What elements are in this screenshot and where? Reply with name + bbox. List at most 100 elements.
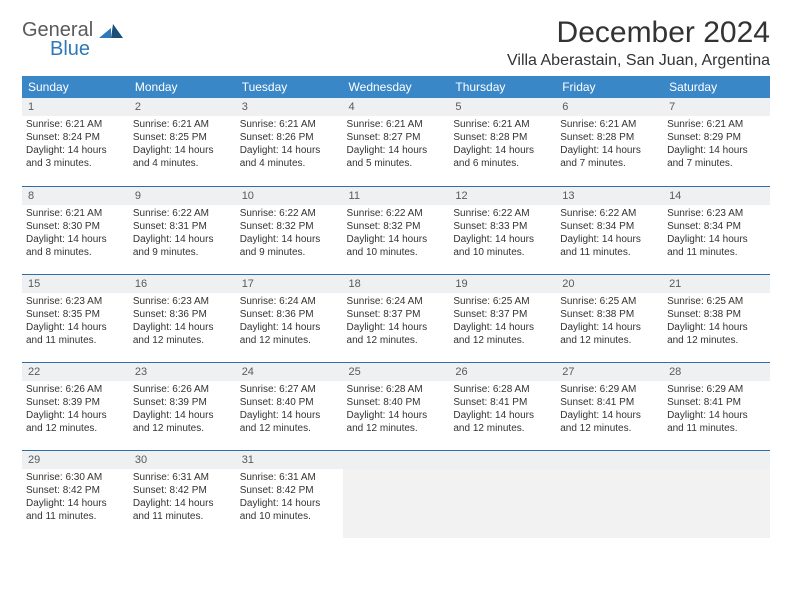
- sunset-line: Sunset: 8:34 PM: [560, 220, 659, 233]
- weekday-header: Wednesday: [343, 76, 450, 98]
- sunrise-line: Sunrise: 6:23 AM: [26, 295, 125, 308]
- sunrise-line: Sunrise: 6:21 AM: [26, 207, 125, 220]
- day-details: Sunrise: 6:23 AMSunset: 8:36 PMDaylight:…: [133, 295, 232, 347]
- sunrise-line: Sunrise: 6:21 AM: [667, 118, 766, 131]
- sunrise-line: Sunrise: 6:25 AM: [560, 295, 659, 308]
- daylight-line: Daylight: 14 hours and 7 minutes.: [667, 144, 766, 170]
- calendar-day-cell: 15Sunrise: 6:23 AMSunset: 8:35 PMDayligh…: [22, 274, 129, 362]
- sunset-line: Sunset: 8:41 PM: [453, 396, 552, 409]
- calendar-day-cell: 11Sunrise: 6:22 AMSunset: 8:32 PMDayligh…: [343, 186, 450, 274]
- day-number: 30: [129, 450, 236, 469]
- calendar-day-cell: 22 Sunrise: 6:26 AMSunset: 8:39 PMDayligh…: [22, 362, 129, 450]
- day-details: Sunrise: 6:23 AMSunset: 8:34 PMDaylight:…: [667, 207, 766, 259]
- daylight-line: Daylight: 14 hours and 9 minutes.: [240, 233, 339, 259]
- daylight-line: Daylight: 14 hours and 5 minutes.: [347, 144, 446, 170]
- sunset-line: Sunset: 8:42 PM: [133, 484, 232, 497]
- sunrise-line: Sunrise: 6:31 AM: [240, 471, 339, 484]
- day-number: 9: [129, 186, 236, 205]
- sunset-line: Sunset: 8:38 PM: [667, 308, 766, 321]
- calendar-day-cell: 18Sunrise: 6:24 AMSunset: 8:37 PMDayligh…: [343, 274, 450, 362]
- sunrise-line: Sunrise: 6:28 AM: [347, 383, 446, 396]
- sunset-line: Sunset: 8:34 PM: [667, 220, 766, 233]
- day-number: 2: [129, 98, 236, 116]
- day-details: Sunrise: 6:21 AMSunset: 8:28 PMDaylight:…: [453, 118, 552, 170]
- calendar-day-cell: 20Sunrise: 6:25 AMSunset: 8:38 PMDayligh…: [556, 274, 663, 362]
- sunset-line: Sunset: 8:37 PM: [453, 308, 552, 321]
- day-details: Sunrise: 6:22 AMSunset: 8:34 PMDaylight:…: [560, 207, 659, 259]
- calendar-day-cell: 25Sunrise: 6:28 AMSunset: 8:40 PMDayligh…: [343, 362, 450, 450]
- calendar-day-cell: 3Sunrise: 6:21 AMSunset: 8:26 PMDaylight…: [236, 98, 343, 186]
- sunrise-line: Sunrise: 6:21 AM: [560, 118, 659, 131]
- day-details: Sunrise: 6:26 AMSunset: 8:39 PMDaylight:…: [133, 383, 232, 435]
- day-number: [343, 450, 450, 469]
- daylight-line: Daylight: 14 hours and 12 minutes.: [667, 321, 766, 347]
- day-details: Sunrise: 6:21 AMSunset: 8:28 PMDaylight:…: [560, 118, 659, 170]
- sunset-line: Sunset: 8:32 PM: [240, 220, 339, 233]
- day-number: 31: [236, 450, 343, 469]
- day-number: 3: [236, 98, 343, 116]
- sunrise-line: Sunrise: 6:21 AM: [133, 118, 232, 131]
- day-details: Sunrise: 6:24 AMSunset: 8:36 PMDaylight:…: [240, 295, 339, 347]
- calendar-day-cell: 23Sunrise: 6:26 AMSunset: 8:39 PMDayligh…: [129, 362, 236, 450]
- calendar-day-cell: 16Sunrise: 6:23 AMSunset: 8:36 PMDayligh…: [129, 274, 236, 362]
- day-details: Sunrise: 6:22 AMSunset: 8:31 PMDaylight:…: [133, 207, 232, 259]
- day-details: Sunrise: 6:29 AMSunset: 8:41 PMDaylight:…: [560, 383, 659, 435]
- sunset-line: Sunset: 8:36 PM: [133, 308, 232, 321]
- day-number: 22: [22, 362, 129, 381]
- calendar-week-row: 1Sunrise: 6:21 AMSunset: 8:24 PMDaylight…: [22, 98, 770, 186]
- calendar-day-cell: 8Sunrise: 6:21 AMSunset: 8:30 PMDaylight…: [22, 186, 129, 274]
- day-number: 27: [556, 362, 663, 381]
- day-details: Sunrise: 6:26 AMSunset: 8:39 PMDaylight:…: [26, 383, 125, 435]
- calendar-day-cell: 1Sunrise: 6:21 AMSunset: 8:24 PMDaylight…: [22, 98, 129, 186]
- sunrise-line: Sunrise: 6:31 AM: [133, 471, 232, 484]
- daylight-line: Daylight: 14 hours and 10 minutes.: [347, 233, 446, 259]
- calendar-day-cell: 31 Sunrise: 6:31 AMSunset: 8:42 PMDayligh…: [236, 450, 343, 538]
- calendar-day-cell: 21Sunrise: 6:25 AMSunset: 8:38 PMDayligh…: [663, 274, 770, 362]
- sunrise-line: Sunrise: 6:26 AM: [26, 383, 125, 396]
- daylight-line: Daylight: 14 hours and 12 minutes.: [453, 409, 552, 435]
- day-number: 11: [343, 186, 450, 205]
- day-details: Sunrise: 6:27 AMSunset: 8:40 PMDaylight:…: [240, 383, 339, 435]
- daylight-line: Daylight: 14 hours and 4 minutes.: [133, 144, 232, 170]
- calendar-empty-cell: [663, 450, 770, 538]
- day-number: [556, 450, 663, 469]
- day-number: 14: [663, 186, 770, 205]
- calendar-day-cell: 13Sunrise: 6:22 AMSunset: 8:34 PMDayligh…: [556, 186, 663, 274]
- daylight-line: Daylight: 14 hours and 12 minutes.: [560, 321, 659, 347]
- daylight-line: Daylight: 14 hours and 11 minutes.: [560, 233, 659, 259]
- daylight-line: Daylight: 14 hours and 10 minutes.: [240, 497, 339, 523]
- daylight-line: Daylight: 14 hours and 4 minutes.: [240, 144, 339, 170]
- sunrise-line: Sunrise: 6:21 AM: [240, 118, 339, 131]
- daylight-line: Daylight: 14 hours and 11 minutes.: [667, 233, 766, 259]
- daylight-line: Daylight: 14 hours and 9 minutes.: [133, 233, 232, 259]
- day-details: Sunrise: 6:21 AMSunset: 8:29 PMDaylight:…: [667, 118, 766, 170]
- day-details: Sunrise: 6:28 AMSunset: 8:41 PMDaylight:…: [453, 383, 552, 435]
- weekday-header: Sunday: [22, 76, 129, 98]
- daylight-line: Daylight: 14 hours and 12 minutes.: [453, 321, 552, 347]
- calendar-day-cell: 2Sunrise: 6:21 AMSunset: 8:25 PMDaylight…: [129, 98, 236, 186]
- weekday-header: Thursday: [449, 76, 556, 98]
- sunset-line: Sunset: 8:38 PM: [560, 308, 659, 321]
- daylight-line: Daylight: 14 hours and 11 minutes.: [26, 321, 125, 347]
- logo-mark-icon: [99, 22, 125, 40]
- header: General Blue December 2024 Villa Aberast…: [22, 16, 770, 70]
- sunset-line: Sunset: 8:24 PM: [26, 131, 125, 144]
- calendar-day-cell: 12Sunrise: 6:22 AMSunset: 8:33 PMDayligh…: [449, 186, 556, 274]
- sunrise-line: Sunrise: 6:22 AM: [133, 207, 232, 220]
- calendar-day-cell: 6Sunrise: 6:21 AMSunset: 8:28 PMDaylight…: [556, 98, 663, 186]
- sunrise-line: Sunrise: 6:24 AM: [347, 295, 446, 308]
- day-details: Sunrise: 6:21 AMSunset: 8:30 PMDaylight:…: [26, 207, 125, 259]
- sunset-line: Sunset: 8:27 PM: [347, 131, 446, 144]
- day-details: Sunrise: 6:28 AMSunset: 8:40 PMDaylight:…: [347, 383, 446, 435]
- calendar-week-row: 8Sunrise: 6:21 AMSunset: 8:30 PMDaylight…: [22, 186, 770, 274]
- day-number: 17: [236, 274, 343, 293]
- calendar-day-cell: 10Sunrise: 6:22 AMSunset: 8:32 PMDayligh…: [236, 186, 343, 274]
- calendar-day-cell: 26Sunrise: 6:28 AMSunset: 8:41 PMDayligh…: [449, 362, 556, 450]
- sunset-line: Sunset: 8:39 PM: [26, 396, 125, 409]
- sunrise-line: Sunrise: 6:27 AM: [240, 383, 339, 396]
- sunset-line: Sunset: 8:42 PM: [240, 484, 339, 497]
- day-number: 29: [22, 450, 129, 469]
- sunset-line: Sunset: 8:29 PM: [667, 131, 766, 144]
- sunset-line: Sunset: 8:28 PM: [453, 131, 552, 144]
- daylight-line: Daylight: 14 hours and 12 minutes.: [240, 409, 339, 435]
